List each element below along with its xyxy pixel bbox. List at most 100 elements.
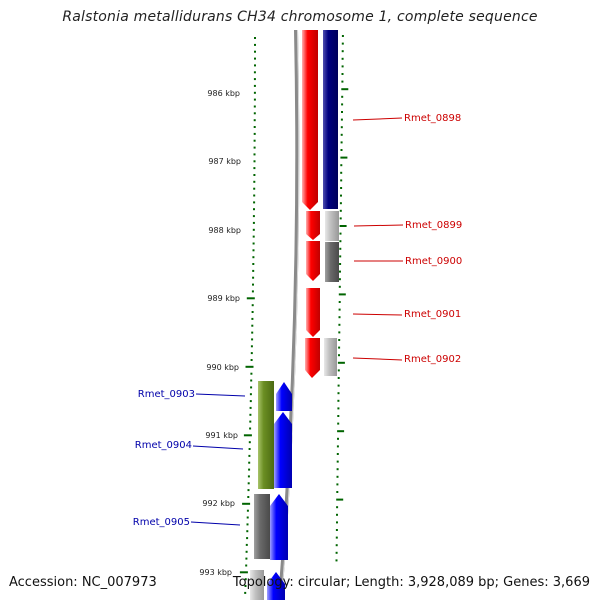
right-minor-tick	[338, 316, 341, 319]
ruler-labels: 986 kbp 987 kbp 988 kbp 989 kbp 990 kbp …	[199, 89, 241, 577]
ruler-minor-tick	[247, 489, 250, 492]
right-minor-tick	[339, 255, 342, 258]
right-minor-tick	[339, 232, 342, 235]
ruler-minor-tick	[247, 475, 250, 478]
ruler-minor-tick	[245, 557, 248, 560]
ruler-minor-tick	[249, 413, 252, 416]
right-minor-tick	[338, 308, 341, 311]
right-minor-tick	[339, 240, 342, 243]
ruler-minor-tick	[250, 352, 253, 355]
gene-arrow[interactable]	[276, 382, 292, 411]
right-minor-tick	[336, 445, 339, 448]
right-minor-tick	[340, 149, 343, 151]
gene-label-reverse[interactable]: Rmet_0904	[135, 440, 192, 451]
ruler-major-tick	[243, 434, 252, 437]
ruler-minor-tick	[248, 468, 251, 471]
ruler-minor-tick	[253, 126, 256, 128]
ruler-minor-tick	[251, 290, 254, 293]
ruler-minor-tick	[244, 591, 247, 594]
ruler-minor-tick	[253, 71, 256, 74]
ruler-minor-tick	[249, 393, 252, 396]
gene-block[interactable]	[250, 570, 264, 600]
gene-block[interactable]	[325, 211, 339, 241]
right-minor-tick	[336, 513, 338, 516]
right-major-tick	[341, 88, 349, 91]
ruler-label: 992 kbp	[202, 499, 235, 508]
ruler-minor-tick	[253, 174, 256, 176]
right-minor-tick	[336, 453, 339, 455]
ruler-minor-tick	[253, 201, 256, 204]
ruler-major-tick	[242, 502, 251, 505]
right-minor-tick	[341, 65, 344, 68]
right-minor-tick	[337, 407, 340, 410]
kbp-ruler	[239, 37, 256, 594]
right-minor-tick	[339, 202, 342, 205]
right-minor-tick	[340, 179, 343, 182]
right-minor-tick	[337, 422, 340, 425]
gene-label-forward[interactable]: Rmet_0901	[404, 309, 461, 320]
right-minor-tick	[341, 111, 343, 113]
right-minor-tick	[336, 468, 339, 471]
gene-arrow[interactable]	[274, 412, 292, 488]
ruler-minor-tick	[253, 132, 256, 135]
ruler-minor-tick	[244, 585, 247, 587]
ruler-minor-tick	[246, 530, 249, 533]
ruler-minor-tick	[252, 249, 255, 252]
right-minor-tick	[339, 263, 342, 265]
right-minor-tick	[338, 285, 341, 288]
right-minor-tick	[337, 392, 340, 395]
gene-block[interactable]	[323, 30, 338, 209]
right-minor-tick	[340, 133, 343, 136]
right-minor-tick	[338, 323, 341, 326]
right-minor-tick	[337, 384, 340, 387]
right-major-tick	[337, 361, 345, 364]
gene-arrow[interactable]	[305, 338, 320, 378]
gene-arrow[interactable]	[306, 288, 320, 337]
ruler-minor-tick	[253, 78, 256, 81]
gene-label-forward[interactable]: Rmet_0902	[404, 354, 461, 365]
gene-label-forward[interactable]: Rmet_0899	[405, 220, 462, 231]
gene-arrow[interactable]	[267, 572, 285, 600]
right-major-tick	[338, 293, 346, 296]
ruler-minor-tick	[253, 139, 256, 142]
right-minor-tick	[339, 247, 342, 250]
gene-block[interactable]	[324, 338, 337, 376]
forward-genes-outer	[323, 30, 339, 376]
reverse-genes	[267, 382, 292, 600]
right-minor-tick	[338, 331, 341, 334]
ruler-minor-tick	[254, 64, 256, 67]
ruler-minor-tick	[254, 37, 256, 39]
ruler-minor-tick	[253, 105, 256, 108]
gene-label-reverse[interactable]: Rmet_0903	[138, 389, 195, 400]
right-minor-tick	[339, 270, 341, 273]
gene-arrow[interactable]	[270, 494, 288, 560]
ruler-minor-tick	[248, 448, 251, 450]
ruler-minor-tick	[253, 208, 255, 211]
gene-label-forward[interactable]: Rmet_0898	[404, 113, 461, 124]
gene-label-reverse[interactable]: Rmet_0905	[133, 517, 190, 528]
right-minor-tick	[340, 118, 343, 121]
ruler-minor-tick	[253, 84, 256, 87]
ruler-minor-tick	[252, 276, 255, 279]
gene-label-forward[interactable]: Rmet_0900	[405, 256, 462, 267]
right-minor-tick	[340, 126, 343, 129]
forward-genes	[302, 30, 320, 378]
right-minor-tick	[341, 42, 344, 45]
right-minor-tick	[341, 95, 344, 98]
gene-block[interactable]	[254, 494, 270, 559]
gene-block[interactable]	[325, 242, 339, 282]
gene-block[interactable]	[258, 381, 274, 489]
ruler-label: 991 kbp	[205, 431, 238, 440]
ruler-minor-tick	[253, 153, 256, 156]
ruler-minor-tick	[248, 461, 251, 464]
ruler-minor-tick	[247, 482, 250, 485]
ruler-minor-tick	[254, 57, 256, 60]
gene-arrow[interactable]	[306, 241, 320, 281]
gene-arrow[interactable]	[302, 30, 318, 210]
ruler-label: 988 kbp	[208, 226, 241, 235]
ruler-minor-tick	[252, 269, 255, 272]
right-minor-tick	[341, 73, 344, 75]
right-minor-tick	[335, 536, 338, 539]
right-minor-tick	[336, 506, 339, 509]
gene-arrow[interactable]	[306, 211, 320, 240]
